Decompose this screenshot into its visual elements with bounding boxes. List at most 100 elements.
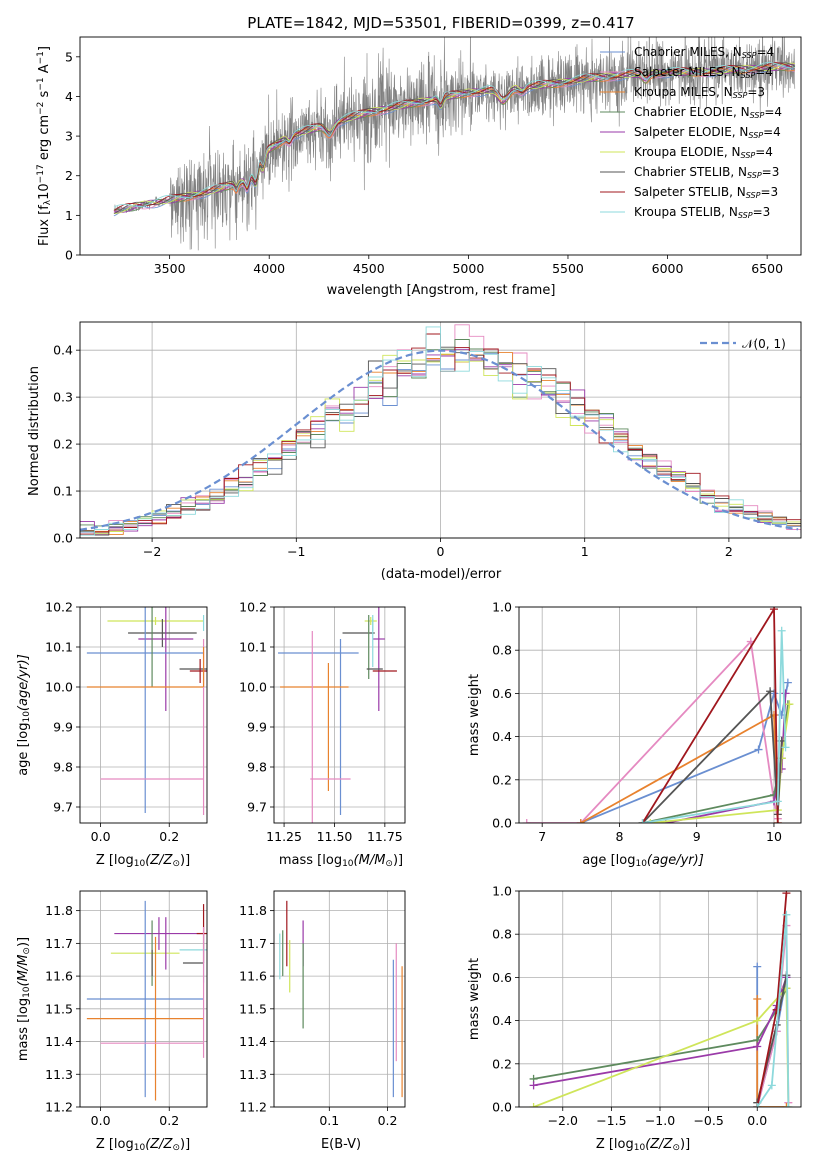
ageM-xtick-label: 11.25 [266,829,302,844]
wAge-marker-kroupa-stelib [638,819,647,823]
spectrum-content [113,37,796,251]
wAge-ylabel: mass weight [467,674,482,756]
spectrum-model-kroupa-elodie [113,62,796,214]
wZ-marker-salpeter-elodie [529,1081,538,1090]
ageZ-ytick-label: 9.9 [53,720,73,735]
spectrum-ylabel-part: erg cm [37,115,52,164]
wAge-ytick-label: 0.8 [492,643,512,658]
spectrum-ytick-label: 2 [65,168,73,183]
mEBV-xtick-label: 0.1 [319,1113,339,1128]
legend-label-salpeter-stelib: Salpeter STELIB, NSSP=3 [634,185,778,200]
ageZ-ylabel-part: age [log [16,723,31,776]
spectrum-ylabel-part: A [37,64,52,77]
spectrum-axes: 3500 4000 4500 5000 5500 6000 6500 0 1 2 3 4 5 [65,49,783,276]
legend-nssp: =4 [755,65,773,79]
mEBV-ytick-label: 11.7 [239,936,267,951]
legend-text: Chabrier ELODIE, N [634,105,750,119]
wZ-marker-kroupa-miles [782,1103,791,1107]
legend-label-salpeter-elodie: Salpeter ELODIE, NSSP=4 [634,125,781,140]
wZ-marker-salpeter-stelib [782,891,791,898]
mZ-ylabel: mass [log10(M/M⊙)] [16,937,32,1061]
spectrum-model-salpeter-elodie [113,63,796,213]
ageM-xtick-label: 11.50 [317,829,353,844]
mZ-ytick-label: 11.3 [45,1067,73,1082]
spectrum-xtick-label: 3500 [154,261,186,276]
wAge-marker-salpeter-miles [522,819,531,823]
wAge-ytick-label: 0.2 [492,772,512,787]
gaussian-legend-label: 𝒩(0, 1) [742,337,786,351]
mZ-content [86,900,207,1101]
spectrum-ylabel-part: −1 [36,51,46,64]
wAge-ytick-label: 0.0 [492,816,512,831]
spectrum-frame [79,36,802,256]
ageZ-point-kroupa-elodie [107,617,204,625]
mZ-ytick-label: 11.6 [45,969,73,984]
ageM-ytick-label: 10.0 [239,680,267,695]
mZ-ytick-label: 11.5 [45,1001,73,1016]
mZ-xlabel-part: (Z/Z [145,1137,173,1152]
wZ-xtick-label: −0.5 [693,1113,723,1128]
spectrum-ytick-label: 0 [65,248,73,263]
mZ-axes: 0.0 0.2 11.2 11.3 11.4 11.5 11.6 11.7 11.8 [45,891,207,1128]
ageZ-ylabel: age [log10(age/yr)] [16,654,32,776]
wZ-marker-kroupa-elodie [529,1103,538,1107]
ageZ-ytick-label: 10.1 [45,640,73,655]
residuals-xtick-label: 1 [581,544,589,559]
wZ-xlabel-part: )] [680,1137,690,1152]
residuals-xtick-label: −1 [287,544,305,559]
spectrum-data-line [114,37,796,251]
wZ-ytick-label: 0.0 [492,1100,512,1115]
ageZ-ytick-label: 9.7 [53,800,73,815]
legend-nssp: =4 [764,105,782,119]
wAge-marker-salpeter-stelib [773,819,782,823]
mZ-xlabel-part: 10 [134,1143,146,1153]
ageZ-frame [79,606,208,824]
wZ-content [529,891,793,1107]
spectrum-title: PLATE=1842, MJD=53501, FIBERID=0399, z=0… [247,14,634,32]
wZ-marker-kroupa-elodie [753,1016,762,1025]
ageZ-xlabel-part: )] [180,853,190,868]
wZ-marker-kroupa-stelib [753,1103,762,1107]
spectrum-ytick-label: 3 [65,129,73,144]
residuals-ytick-label: 0.3 [53,390,73,405]
mZ-xlabel-part: ⊙ [172,1143,180,1153]
legend-sub: SSP [747,171,762,180]
mZ-ylabel-part: )] [16,937,31,947]
mZ-ylabel-part: mass [log [16,998,31,1061]
legend-text: Chabrier STELIB, N [634,165,747,179]
spectrum-xtick-label: 5500 [552,261,584,276]
ageZ-point-salpeter-stelib [189,659,207,683]
ageZ-ylabel-part: (age/yr)] [16,654,31,711]
legend-sub: SSP [748,131,763,140]
legend-sub: SSP [733,91,748,100]
wAge-marker-kroupa-elodie [785,700,794,709]
legend-label-kroupa-stelib: Kroupa STELIB, NSSP=3 [634,205,770,220]
ageZ-xlabel: Z [log10(Z/Z⊙)] [96,853,190,869]
ageM-ytick-label: 9.9 [247,720,267,735]
wAge-line-salpeter-stelib [641,607,779,823]
mZ-xlabel: Z [log10(Z/Z⊙)] [96,1137,190,1153]
residuals-ytick-label: 0.0 [53,531,73,546]
wAge-line-chabrier-stelib [641,689,783,823]
ageM-xtick-label: 11.75 [367,829,403,844]
residuals-xtick-label: 2 [725,544,733,559]
wZ-line-salpeter-elodie [533,977,788,1087]
legend-label-kroupa-miles: Kroupa MILES, NSSP=3 [634,85,765,100]
mEBV-frame [273,890,406,1108]
mEBV-xlabel: E(B-V) [321,1137,361,1152]
wZ-ytick-label: 0.8 [492,927,512,942]
mZ-ytick-label: 11.8 [45,903,73,918]
spectrum-xlabel: wavelength [Angstrom, rest frame] [327,283,556,298]
wAge-ytick-label: 1.0 [492,600,512,615]
ageM-ytick-label: 9.7 [247,800,267,815]
legend-nssp: =4 [755,145,773,159]
ageM-point-salpeter-elodie [372,607,385,711]
legend-sub: SSP [746,191,761,200]
mZ-xtick-label: 0.0 [91,1113,111,1128]
ageM-point-kroupa-elodie [364,617,377,625]
spectrum-ylabel-part: −1 [36,77,46,90]
wAge-line-kroupa-stelib [642,630,787,823]
legend-nssp: =4 [763,125,781,139]
wZ-xlabel-part: (Z/Z [645,1137,673,1152]
